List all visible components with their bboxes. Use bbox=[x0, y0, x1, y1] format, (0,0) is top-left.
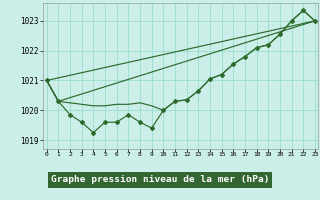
Text: Graphe pression niveau de la mer (hPa): Graphe pression niveau de la mer (hPa) bbox=[51, 176, 269, 184]
